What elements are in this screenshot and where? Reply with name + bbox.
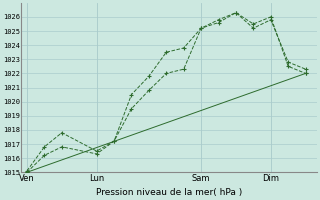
X-axis label: Pression niveau de la mer( hPa ): Pression niveau de la mer( hPa ) [96,188,242,197]
